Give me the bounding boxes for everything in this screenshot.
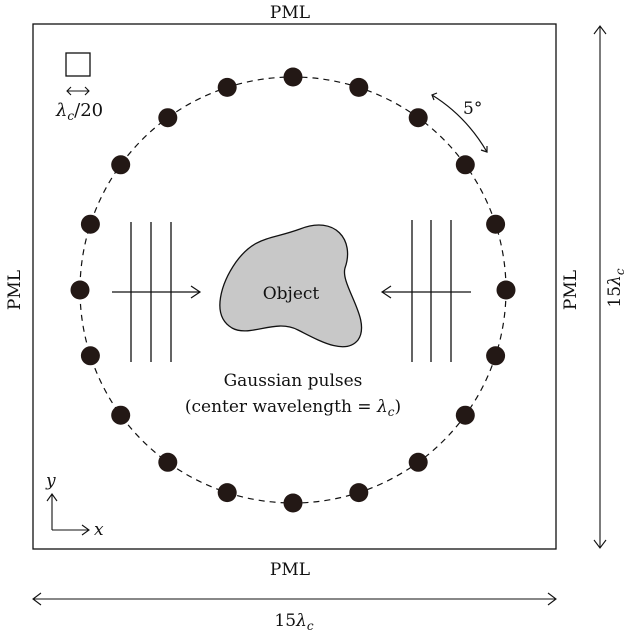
pulses-label-line1: Gaussian pulses bbox=[224, 371, 363, 391]
antenna-18 bbox=[111, 155, 131, 175]
right-wavefronts bbox=[411, 220, 452, 362]
vertical-dimension-arrow bbox=[593, 25, 607, 549]
antenna-8 bbox=[455, 405, 475, 425]
grid-cell-label: λc/20 bbox=[55, 100, 103, 123]
antenna-19 bbox=[158, 108, 178, 128]
antenna-15 bbox=[80, 346, 100, 366]
pml-label-bottom: PML bbox=[270, 560, 310, 580]
grid-cell-square bbox=[65, 52, 91, 77]
coordinate-axes bbox=[46, 493, 90, 536]
antenna-17 bbox=[80, 214, 100, 234]
antenna-13 bbox=[158, 452, 178, 472]
antenna-3 bbox=[408, 108, 428, 128]
pml-label-left: PML bbox=[5, 270, 25, 310]
antenna-6 bbox=[496, 280, 516, 300]
axis-y-label: y bbox=[45, 471, 56, 491]
grid-cell-arrow bbox=[66, 86, 90, 96]
vertical-dimension-label: 15λc bbox=[605, 268, 627, 307]
angle-arc bbox=[431, 92, 488, 153]
antenna-9 bbox=[408, 452, 428, 472]
pml-label-right: PML bbox=[561, 270, 581, 310]
antenna-group bbox=[70, 67, 516, 513]
object-label: Object bbox=[263, 284, 320, 304]
antenna-5 bbox=[486, 214, 506, 234]
horizontal-dimension-arrow bbox=[32, 592, 557, 606]
antenna-10 bbox=[349, 483, 369, 503]
object-shape bbox=[219, 224, 363, 348]
pml-label-top: PML bbox=[270, 3, 310, 23]
horizontal-dimension-label: 15λc bbox=[274, 611, 313, 633]
domain-boundary bbox=[32, 23, 557, 550]
antenna-12 bbox=[217, 483, 237, 503]
pulses-label-line2: (center wavelength = λc) bbox=[185, 397, 401, 419]
antenna-2 bbox=[349, 77, 369, 97]
antenna-7 bbox=[486, 346, 506, 366]
antenna-16 bbox=[70, 280, 90, 300]
antenna-4 bbox=[455, 155, 475, 175]
antenna-14 bbox=[111, 405, 131, 425]
left-propagation-arrow bbox=[112, 285, 202, 299]
right-propagation-arrow bbox=[380, 285, 471, 299]
angle-label: 5° bbox=[463, 99, 482, 119]
antenna-1 bbox=[283, 67, 303, 87]
antenna-20 bbox=[217, 77, 237, 97]
antenna-11 bbox=[283, 493, 303, 513]
axis-x-label: x bbox=[94, 520, 104, 540]
